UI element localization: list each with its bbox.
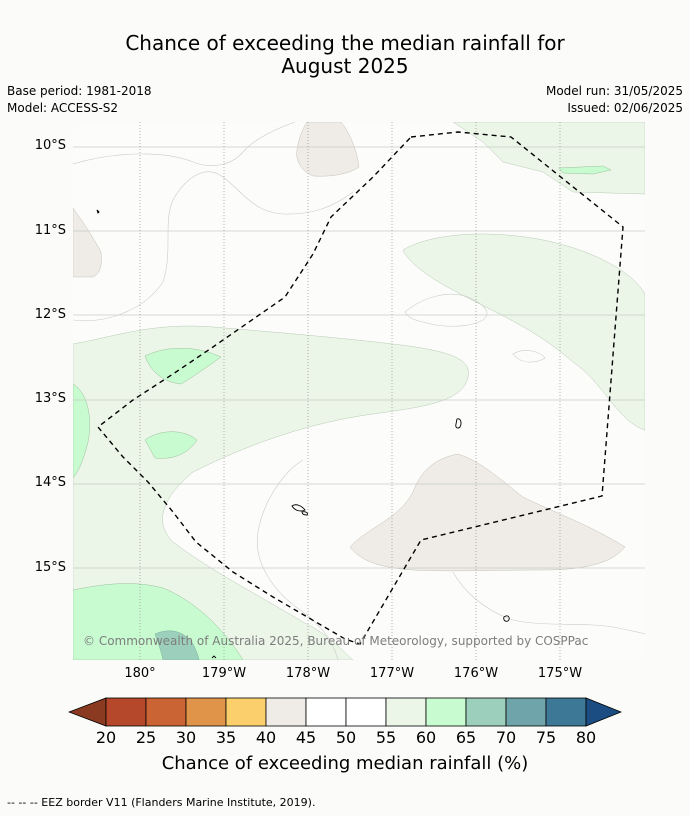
colorbar-tick-label: 65: [455, 728, 477, 747]
colorbar-cell: [465, 697, 507, 727]
region-65-70-north-patch: [558, 165, 612, 175]
base-period: Base period: 1981-2018: [7, 84, 152, 98]
colorbar-tick-label: 45: [295, 728, 317, 747]
colorbar-tick-label: 60: [415, 728, 437, 747]
chart-title: Chance of exceeding the median rainfall …: [0, 32, 690, 78]
meta-right: Model run: 31/05/2025 Issued: 02/06/2025: [546, 83, 683, 117]
contour-50-e: [452, 571, 645, 635]
region-60-65-west: [73, 325, 469, 660]
island-futuna-b: [301, 511, 308, 516]
colorbar-cell: [505, 697, 547, 727]
colorbar-tick-label: 35: [215, 728, 237, 747]
meta-left: Base period: 1981-2018 Model: ACCESS-S2: [7, 83, 152, 117]
colorbar-title: Chance of exceeding median rainfall (%): [161, 753, 529, 774]
island-southwest: [211, 655, 217, 659]
colorbar-cell: [545, 697, 587, 727]
region-60-65-north: [452, 122, 645, 195]
contour-50-b: [73, 171, 354, 321]
colorbar-cell: [185, 697, 227, 727]
lon-label-176w: 176°W: [453, 666, 499, 681]
lon-label-179w: 179°W: [201, 666, 247, 681]
island-wallis: [455, 418, 462, 429]
colorbar-cell: [145, 697, 187, 727]
lat-label-10s: 10°S: [34, 138, 66, 153]
colorbar-cell: [105, 697, 147, 727]
lat-grid: [73, 146, 645, 569]
contour-50-d: [512, 350, 546, 363]
colorbar-tick-label: 40: [255, 728, 277, 747]
colorbar-cell: [345, 697, 387, 727]
colorbar-tick-label: 75: [535, 728, 557, 747]
colorbar: [68, 697, 622, 727]
island-south: [503, 615, 510, 622]
colorbar-cell: [225, 697, 267, 727]
colorbar-tick-label: 80: [575, 728, 597, 747]
colorbar-under-arrow: [68, 697, 107, 727]
region-65-70-patch-a: [144, 348, 222, 385]
region-65-70-patch-b: [144, 431, 198, 459]
eez-legend-note: -- -- -- EEZ border V11 (Flanders Marine…: [7, 796, 316, 809]
contour-50-c: [404, 294, 488, 327]
model-run: Model run: 31/05/2025: [545, 84, 683, 98]
colorbar-cell: [385, 697, 427, 727]
colorbar-tick-label: 25: [135, 728, 157, 747]
colorbar-cell: [265, 697, 307, 727]
colorbar-tick-label: 70: [495, 728, 517, 747]
lon-label-180: 180°: [124, 666, 156, 681]
lon-label-178w: 178°W: [285, 666, 331, 681]
colorbar-tick-label: 30: [175, 728, 197, 747]
colorbar-tick-label: 20: [95, 728, 117, 747]
contour-50-a: [73, 122, 296, 166]
lat-label-13s: 13°S: [34, 391, 66, 406]
lat-label-14s: 14°S: [34, 475, 66, 490]
colorbar-cell: [305, 697, 347, 727]
region-40-45-north: [296, 122, 360, 177]
lat-label-12s: 12°S: [34, 307, 66, 322]
model-name: Model: ACCESS-S2: [7, 101, 119, 115]
region-65-70-west-edge: [73, 383, 90, 479]
lon-label-175w: 175°W: [537, 666, 583, 681]
lat-label-11s: 11°S: [34, 223, 66, 238]
region-70-75-southwest: [154, 630, 200, 660]
region-40-45-west: [73, 207, 102, 278]
issued-date: Issued: 02/06/2025: [567, 101, 683, 115]
eez-border: [96, 131, 624, 645]
region-60-65-middle: [402, 233, 645, 431]
region-65-70-southwest: [73, 583, 244, 660]
lon-label-177w: 177°W: [369, 666, 415, 681]
island-futuna-a: [291, 504, 306, 512]
region-40-45-southeast: [349, 453, 626, 572]
title-line-2: August 2025: [281, 54, 409, 78]
colorbar-cell: [425, 697, 467, 727]
island-niuafoou: [96, 209, 100, 214]
rainfall-map: © Commonwealth of Australia 2025, Bureau…: [73, 122, 645, 660]
lat-label-15s: 15°S: [34, 560, 66, 575]
title-line-1: Chance of exceeding the median rainfall …: [125, 31, 565, 55]
colorbar-over-arrow: [585, 697, 622, 727]
copyright-text: © Commonwealth of Australia 2025, Bureau…: [83, 634, 588, 648]
colorbar-tick-label: 50: [335, 728, 357, 747]
colorbar-tick-label: 55: [375, 728, 397, 747]
